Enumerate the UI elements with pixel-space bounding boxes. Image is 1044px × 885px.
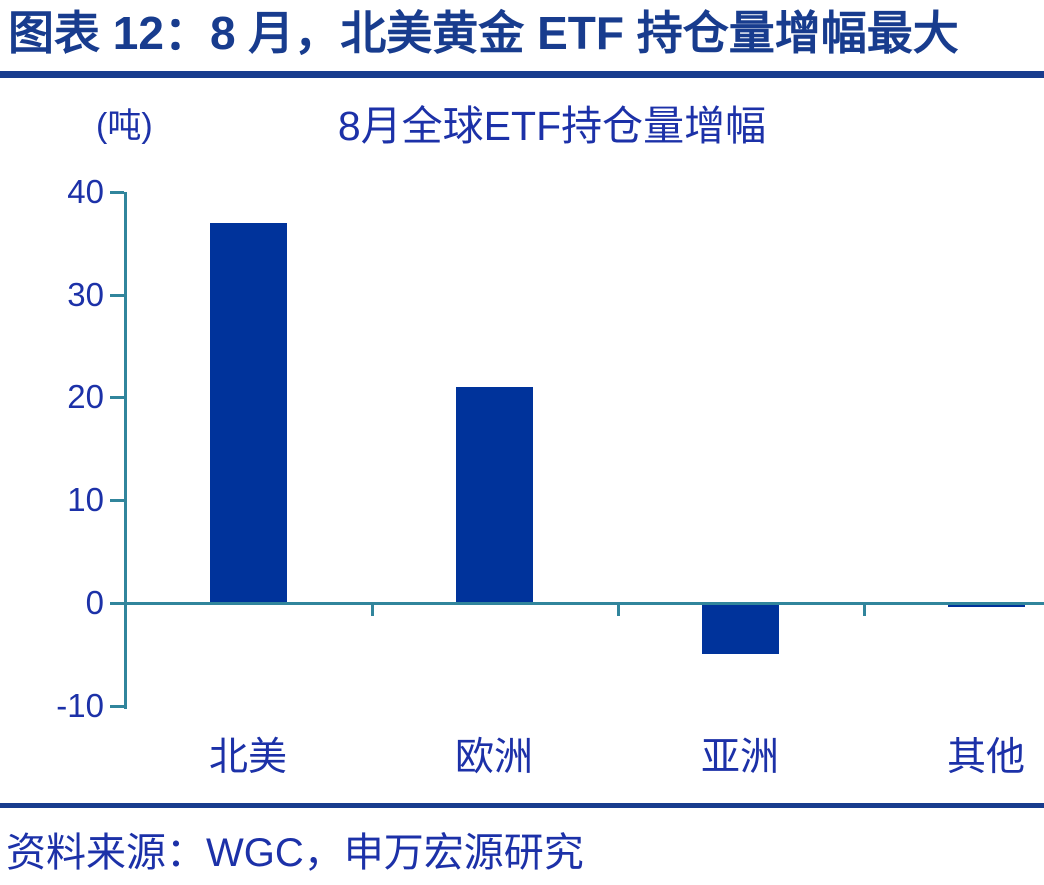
bar-亚洲: [702, 603, 779, 654]
y-tick-40: [110, 191, 124, 194]
category-label-欧洲: 欧洲: [454, 736, 533, 779]
y-tick-10: [110, 499, 124, 502]
x-boundary-tick-2: [617, 603, 620, 616]
caption-divider-rule: [0, 71, 1044, 78]
y-tick-label-30: 30: [67, 276, 104, 313]
category-label-北美: 北美: [208, 736, 287, 779]
category-label-其他: 其他: [946, 736, 1025, 779]
bar-北美: [210, 223, 287, 603]
x-axis-line: [124, 602, 1044, 605]
y-tick-label-0: 0: [85, 584, 104, 621]
y-tick-0: [110, 602, 124, 605]
y-axis-unit-label: (吨): [96, 107, 153, 145]
footer-divider-rule: [0, 803, 1044, 808]
y-tick-label-20: 20: [67, 378, 104, 415]
bar-欧洲: [456, 387, 533, 603]
y-tick--10: [110, 705, 124, 708]
y-tick-label-40: 40: [67, 173, 104, 210]
category-label-亚洲: 亚洲: [700, 736, 779, 779]
y-axis-line: [124, 192, 127, 709]
data-source-note: 资料来源：WGC，申万宏源研究: [6, 831, 584, 875]
figure-caption-title: 图表 12：8 月，北美黄金 ETF 持仓量增幅最大: [8, 7, 959, 59]
x-boundary-tick-3: [863, 603, 866, 616]
y-tick-label-10: 10: [67, 481, 104, 518]
chart-title: 8月全球ETF持仓量增幅: [337, 103, 767, 149]
y-tick-30: [110, 294, 124, 297]
y-tick-20: [110, 396, 124, 399]
y-tick-label--10: -10: [56, 687, 104, 724]
bar-其他: [948, 603, 1025, 607]
x-boundary-tick-1: [371, 603, 374, 616]
